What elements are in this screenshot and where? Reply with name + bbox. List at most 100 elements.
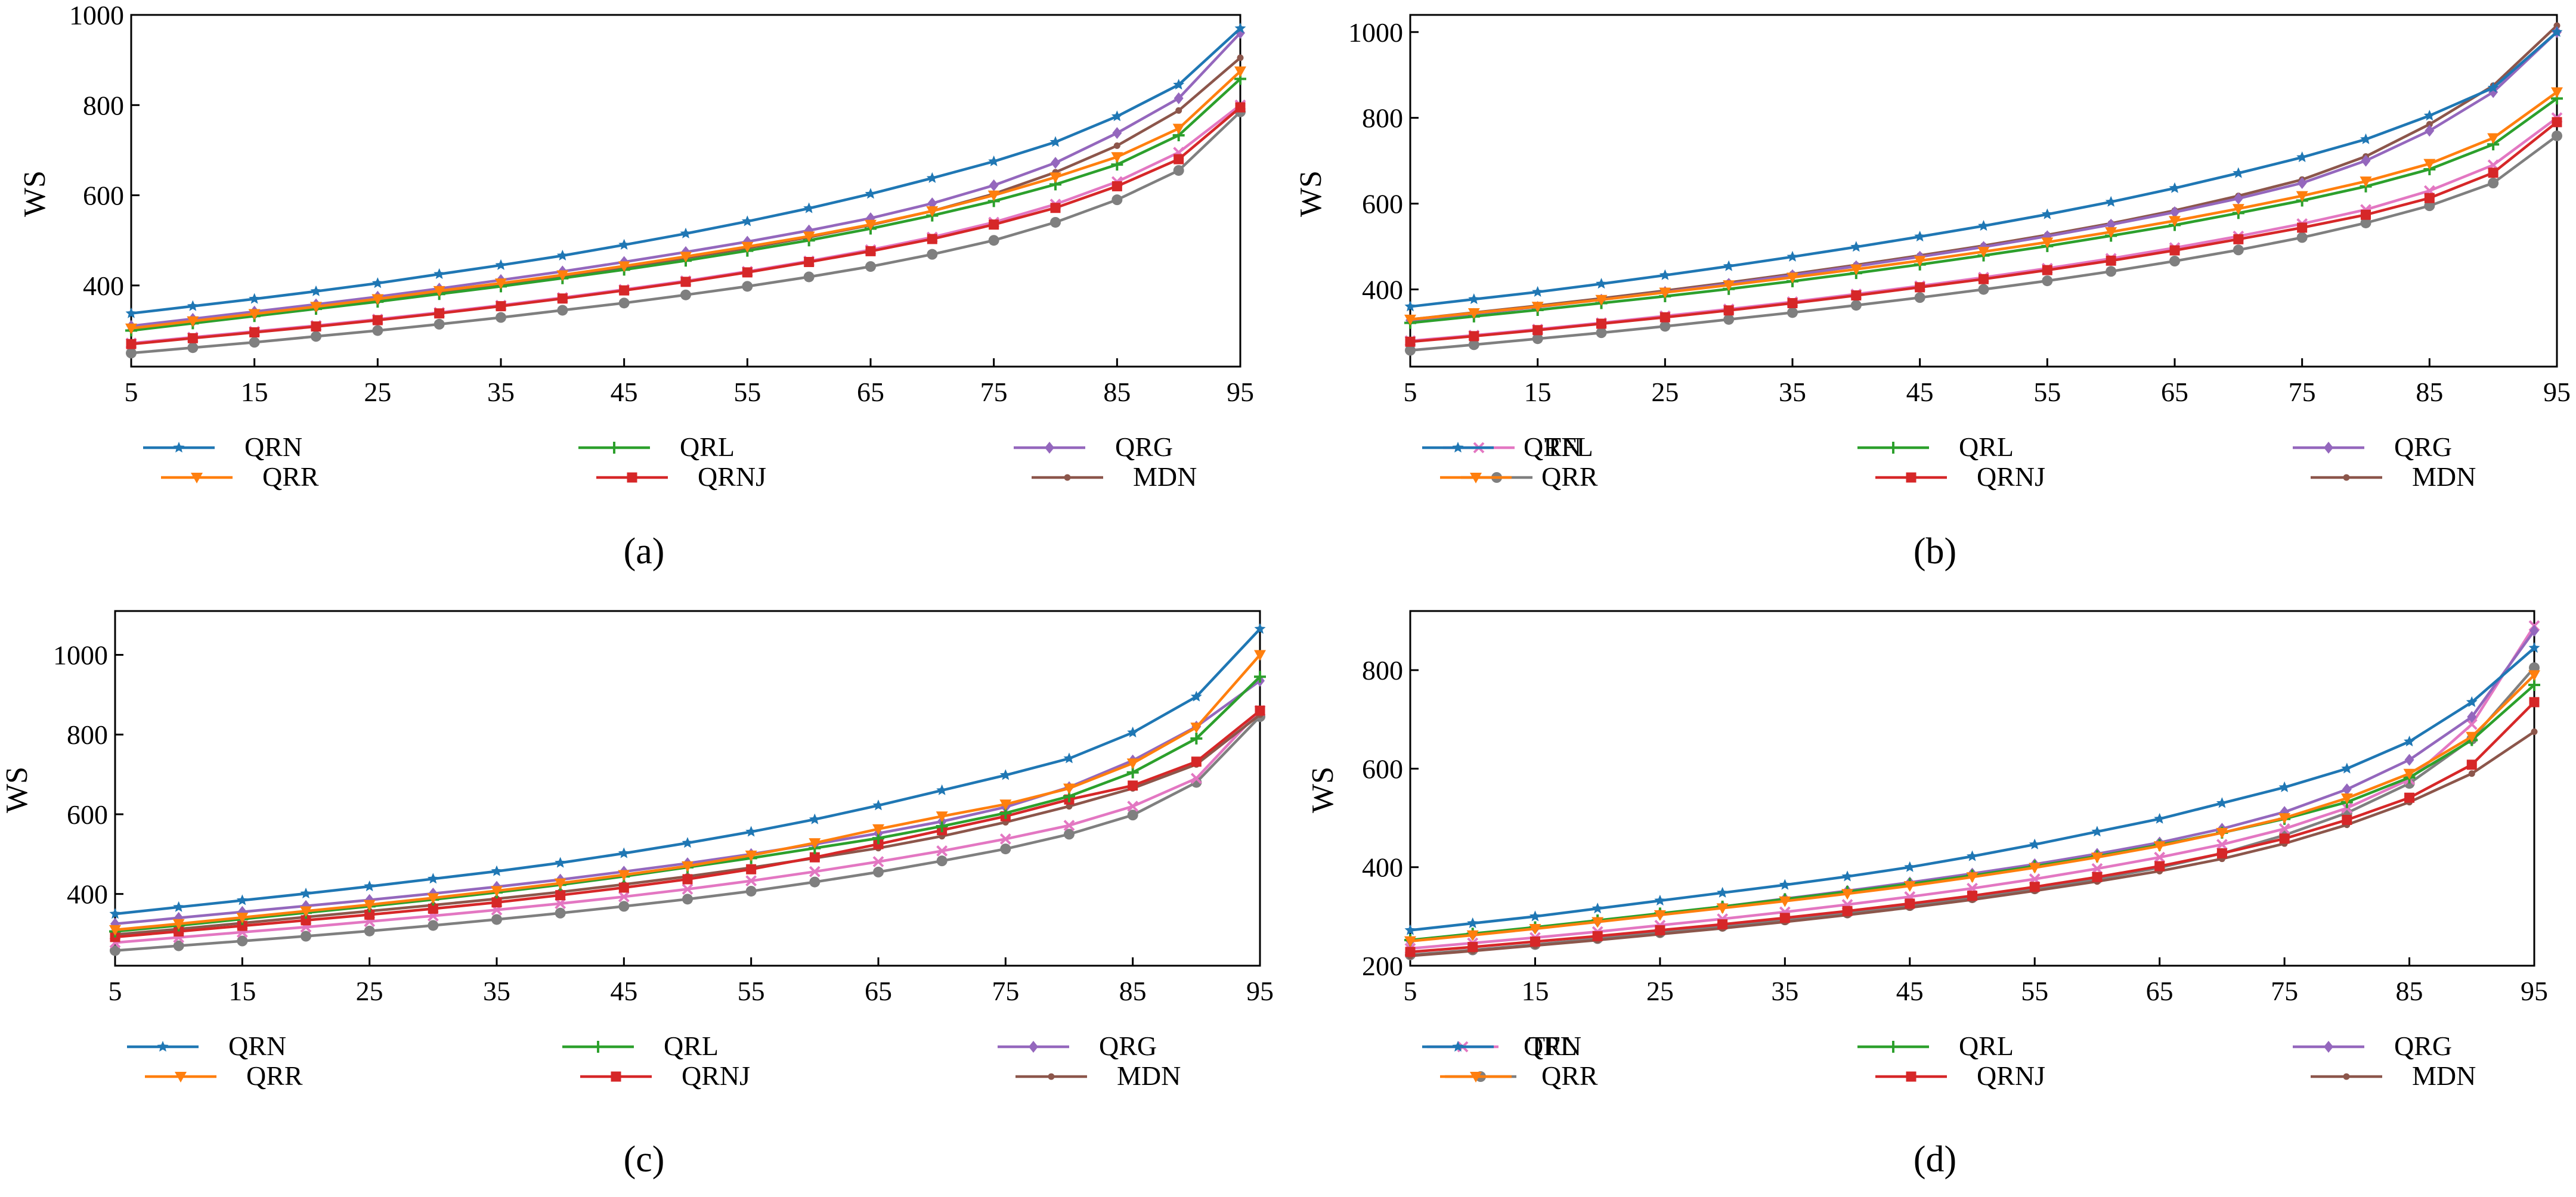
x-tick-label: 45 [1896, 976, 1924, 1006]
data-point [1235, 102, 1246, 113]
data-point [555, 907, 566, 919]
data-point [2360, 217, 2371, 228]
data-point [1405, 345, 1416, 356]
data-point [2169, 245, 2180, 256]
legend-entry: QRN [127, 1031, 286, 1061]
data-point [172, 919, 185, 930]
data-point [619, 285, 630, 296]
data-point [2279, 833, 2290, 844]
data-point [1850, 241, 1862, 252]
data-point [1967, 891, 1977, 901]
data-point [1237, 54, 1244, 61]
data-point [2404, 792, 2415, 803]
data-point [2233, 192, 2243, 204]
data-point [1468, 293, 1480, 305]
data-point [1050, 216, 1061, 228]
x-tick-label: 35 [483, 976, 510, 1006]
data-point [1779, 879, 1791, 890]
data-point [300, 888, 312, 899]
series-qrnj [1405, 117, 2562, 347]
legend-entry: QRNJ [1875, 1060, 2045, 1091]
data-point [1592, 931, 1603, 941]
legend-entry: QRR [1440, 461, 1598, 492]
panel-label: (c) [624, 1139, 665, 1180]
data-point [742, 281, 753, 292]
data-point [680, 277, 691, 287]
data-point [1978, 220, 1989, 231]
data-point [2297, 222, 2308, 233]
data-point [927, 234, 937, 244]
data-point [491, 897, 502, 908]
legend-marker [175, 1072, 187, 1083]
data-point [249, 337, 260, 348]
x-tick-label: 55 [2021, 976, 2048, 1006]
data-point [2154, 851, 2166, 863]
legend-label: TFL [1528, 1031, 1577, 1061]
x-tick-label: 95 [1227, 377, 1254, 407]
legend-entry: QRR [1440, 1060, 1598, 1091]
data-point [2042, 275, 2053, 287]
y-tick-label: 200 [1362, 951, 1403, 981]
data-point [803, 231, 815, 243]
data-point [557, 305, 568, 316]
series-qrr [125, 66, 1246, 334]
data-point [557, 293, 568, 304]
chart-panel: 5 15 25 35 45 55 65 75 85 95 200 400 600 800 WS [1306, 610, 2548, 1006]
x-tick-label: 25 [364, 377, 391, 407]
data-point [1978, 284, 1989, 295]
data-point [1977, 247, 1990, 258]
legend-marker [2324, 1041, 2333, 1053]
data-point [2278, 823, 2290, 835]
series-line [1410, 31, 2558, 308]
data-point [173, 901, 185, 912]
series-qrn [1404, 26, 2563, 312]
legend-marker [1064, 474, 1071, 481]
data-point [809, 866, 821, 877]
data-point [1654, 894, 1666, 905]
data-point [2529, 625, 2539, 637]
data-point [1659, 269, 1671, 280]
data-point [1173, 79, 1185, 90]
data-point [1787, 307, 1798, 318]
data-point [873, 866, 884, 877]
legend-marker [191, 473, 203, 483]
legend-label: QRN [228, 1031, 286, 1061]
x-tick-label: 5 [125, 377, 138, 407]
legend-entry: QRNJ [580, 1060, 750, 1091]
series-qrn [109, 623, 1266, 919]
legend-label: QRNJ [698, 461, 766, 492]
data-point [1190, 732, 1203, 745]
data-point [2423, 159, 2436, 170]
data-point [2340, 793, 2353, 805]
legend-marker [1452, 442, 1464, 453]
legend-marker [1470, 1072, 1482, 1083]
legend-entry: QRN [1422, 1031, 1581, 1061]
data-point [745, 826, 757, 837]
x-tick-label: 5 [1404, 377, 1417, 407]
chart-panel: 5 15 25 35 45 55 65 75 85 95 400 600 800 1000 WS [18, 0, 1254, 407]
legend-marker [608, 442, 620, 454]
data-point [1049, 172, 1061, 184]
y-tick-label: 600 [83, 181, 124, 211]
data-point [371, 294, 384, 305]
data-point [1050, 203, 1061, 213]
data-point [1254, 671, 1266, 683]
data-point [1787, 250, 1798, 262]
data-point [311, 331, 321, 342]
data-point [1905, 898, 1915, 909]
data-point [1128, 780, 1138, 791]
data-point [745, 850, 757, 861]
y-tick-label: 400 [1362, 274, 1403, 305]
x-tick-label: 75 [2271, 976, 2298, 1006]
series-qrnj [1405, 697, 2540, 957]
data-point [126, 339, 137, 349]
data-point [1787, 272, 1798, 284]
legend-marker [1470, 473, 1482, 483]
data-point [1466, 930, 1479, 941]
legend-label: QRNJ [1977, 461, 2045, 492]
data-point [236, 913, 249, 924]
legend-label: QRR [246, 1060, 303, 1091]
